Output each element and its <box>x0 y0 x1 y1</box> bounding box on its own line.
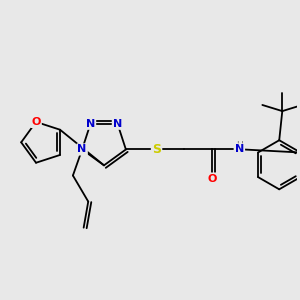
Text: N: N <box>113 119 122 129</box>
Text: H: H <box>236 141 243 150</box>
Text: N: N <box>77 144 87 154</box>
Text: N: N <box>235 144 244 154</box>
Text: O: O <box>207 174 216 184</box>
Text: O: O <box>31 117 41 127</box>
Text: S: S <box>152 143 161 156</box>
Text: N: N <box>86 119 95 129</box>
